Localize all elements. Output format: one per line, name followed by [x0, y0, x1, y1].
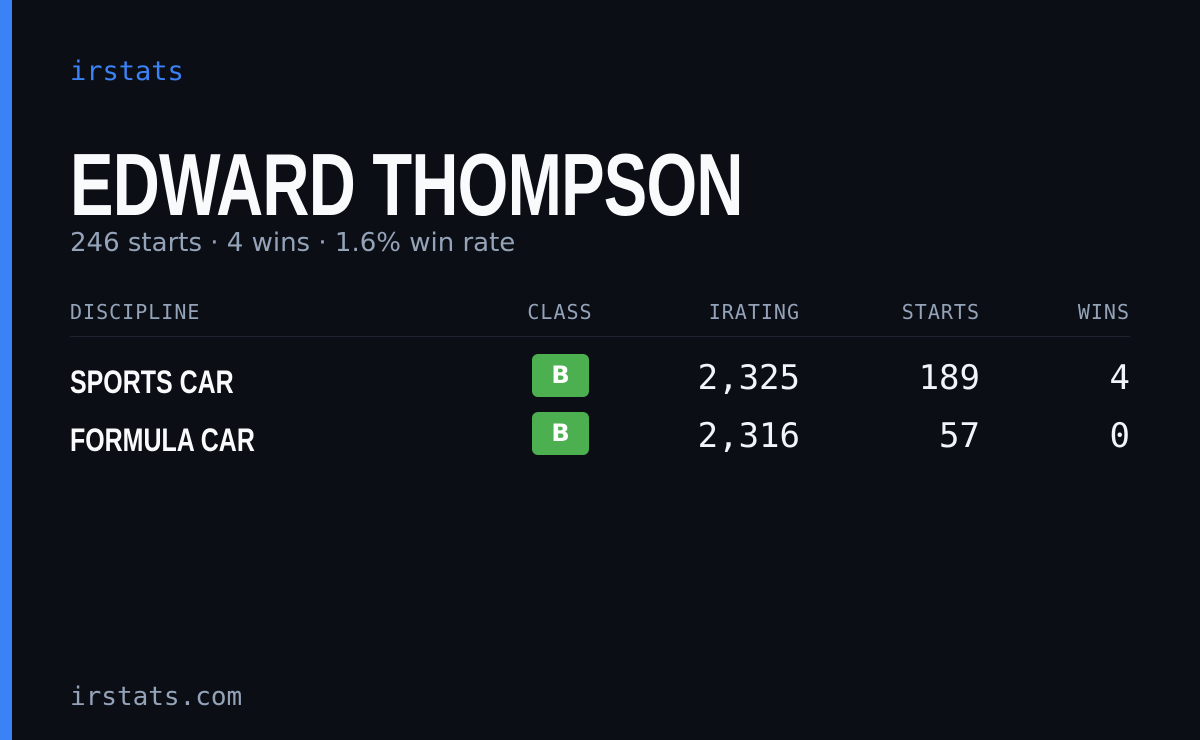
starts: 189 [918, 358, 980, 398]
column-header: WINS [1077, 300, 1130, 324]
driver-name: EDWARD THOMPSON [70, 135, 743, 234]
starts: 57 [939, 416, 980, 456]
discipline: FORMULA CAR [70, 422, 255, 458]
irating: 2,316 [697, 416, 800, 456]
wins: 4 [1109, 358, 1130, 398]
column-header: STARTS [901, 300, 980, 324]
column-header: CLASS [527, 300, 593, 324]
class-badge: B [532, 354, 589, 397]
brand: irstats [70, 56, 184, 87]
irating: 2,325 [697, 358, 800, 398]
summary: 246 starts · 4 wins · 1.6% win rate [70, 228, 516, 258]
discipline: SPORTS CAR [70, 364, 234, 400]
column-header: DISCIPLINE [70, 300, 201, 324]
divider [70, 336, 1130, 337]
accent-bar [0, 0, 12, 740]
wins: 0 [1109, 416, 1130, 456]
footer-url: irstats.com [70, 682, 243, 712]
column-header: IRATING [708, 300, 800, 324]
class-badge: B [532, 412, 589, 455]
